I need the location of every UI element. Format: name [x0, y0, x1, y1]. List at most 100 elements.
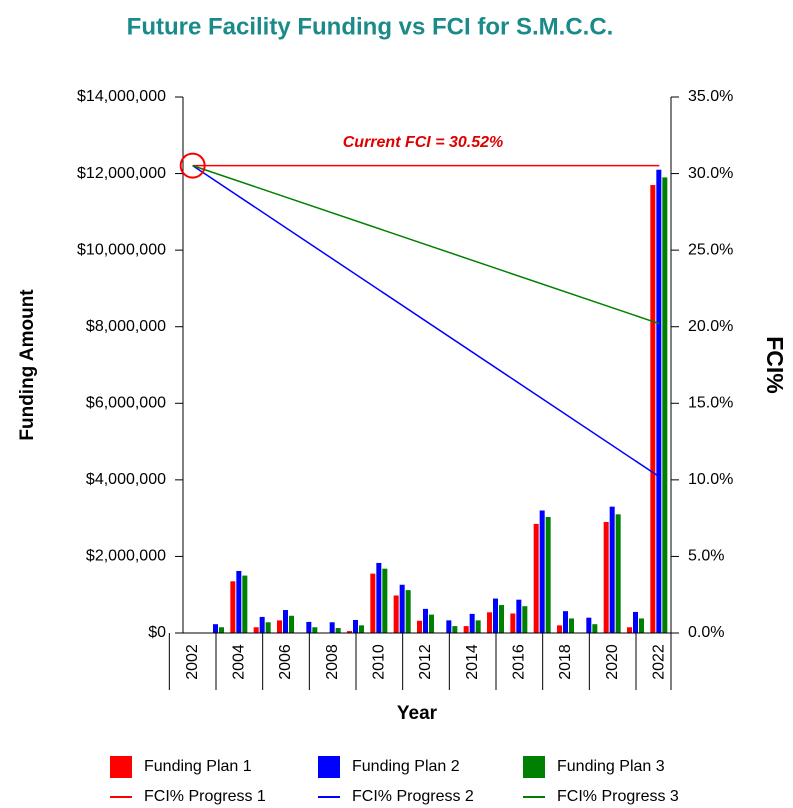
bar	[236, 570, 242, 633]
bar	[487, 612, 492, 633]
bar	[627, 627, 632, 633]
y2-tick-label: 30.0%	[688, 165, 733, 182]
bar	[650, 185, 656, 634]
legend-label: FCI% Progress 2	[352, 788, 474, 805]
bar	[329, 622, 335, 633]
bar	[353, 619, 358, 633]
bar	[656, 169, 662, 633]
bar	[335, 628, 341, 633]
fci-line	[192, 164, 660, 325]
bar	[393, 595, 399, 633]
legend-label: Funding Plan 1	[144, 758, 252, 775]
y-axis-label: Funding Amount	[17, 289, 38, 441]
bar	[259, 616, 265, 633]
bar	[213, 624, 218, 633]
bar	[452, 626, 458, 633]
bar	[493, 598, 498, 633]
x-tick-label: 2008	[324, 644, 341, 680]
x-tick-label: 2016	[511, 644, 528, 680]
fci-line	[192, 164, 660, 478]
bar	[399, 584, 405, 633]
legend-label: FCI% Progress 3	[557, 788, 679, 805]
bar	[499, 605, 504, 633]
legend-label: Funding Plan 3	[557, 758, 665, 775]
y-tick-label: $2,000,000	[86, 548, 166, 565]
y-tick-label: $14,000,000	[77, 88, 166, 105]
x-tick-label: 2002	[184, 644, 201, 680]
bar	[592, 624, 598, 633]
y2-tick-label: 0.0%	[688, 624, 724, 641]
bar	[405, 590, 411, 633]
bar	[382, 568, 388, 633]
x-tick-label: 2022	[651, 644, 668, 680]
bar	[586, 617, 592, 633]
bar	[306, 621, 312, 633]
bar	[347, 631, 352, 633]
bar	[283, 610, 288, 633]
chart-title: Future Facility Funding vs FCI for S.M.C…	[127, 13, 614, 40]
bar	[469, 613, 475, 633]
bar	[219, 627, 224, 633]
bar	[609, 506, 615, 633]
y2-tick-label: 25.0%	[688, 241, 733, 258]
annotation: Current FCI = 30.52%	[343, 134, 504, 151]
x-tick-label: 2004	[231, 644, 248, 680]
bar	[475, 620, 481, 633]
x-tick-label: 2018	[557, 644, 574, 680]
bar	[533, 523, 539, 633]
bar	[312, 627, 318, 633]
bar	[253, 627, 259, 633]
bar	[662, 177, 668, 633]
bar	[545, 516, 551, 633]
legend-swatch	[523, 756, 545, 778]
x-tick-label: 2010	[371, 644, 388, 680]
y-tick-label: $12,000,000	[77, 165, 166, 182]
bar	[429, 614, 434, 633]
bar	[230, 581, 236, 633]
bar	[376, 562, 382, 633]
bar	[633, 611, 638, 633]
y2-tick-label: 20.0%	[688, 318, 733, 335]
bar	[289, 615, 294, 633]
bar	[417, 620, 422, 633]
x-axis-label: Year	[397, 703, 438, 724]
legend-swatch	[318, 756, 340, 778]
legend-label: Funding Plan 2	[352, 758, 460, 775]
current-fci-marker	[179, 152, 206, 179]
y-tick-label: $0	[148, 624, 166, 641]
x-tick-label: 2006	[277, 644, 294, 680]
bar	[446, 620, 452, 633]
y-tick-label: $4,000,000	[86, 471, 166, 488]
bar	[539, 510, 545, 633]
bar	[359, 625, 364, 633]
bar	[370, 573, 376, 633]
y-tick-label: $6,000,000	[86, 395, 166, 412]
y2-tick-label: 35.0%	[688, 88, 733, 105]
bar	[615, 514, 621, 633]
bar	[603, 521, 609, 633]
bar	[423, 608, 428, 633]
y-tick-label: $10,000,000	[77, 241, 166, 258]
x-tick-label: 2014	[464, 644, 481, 680]
y2-tick-label: 10.0%	[688, 471, 733, 488]
y2-tick-label: 15.0%	[688, 395, 733, 412]
y-tick-label: $8,000,000	[86, 318, 166, 335]
x-tick-label: 2020	[604, 644, 621, 680]
bar	[265, 622, 271, 633]
bar	[569, 618, 574, 633]
bar	[639, 618, 644, 633]
y2-axis-label: FCI%	[762, 336, 788, 394]
y2-tick-label: 5.0%	[688, 548, 724, 565]
bar	[510, 613, 516, 633]
legend-swatch	[110, 756, 132, 778]
bar	[557, 625, 562, 633]
legend-label: FCI% Progress 1	[144, 788, 266, 805]
bar	[563, 611, 568, 633]
x-tick-label: 2012	[417, 644, 434, 680]
bar	[277, 620, 282, 633]
bar	[522, 606, 528, 633]
bar	[463, 626, 469, 633]
bar	[242, 575, 248, 633]
bar	[516, 599, 522, 633]
